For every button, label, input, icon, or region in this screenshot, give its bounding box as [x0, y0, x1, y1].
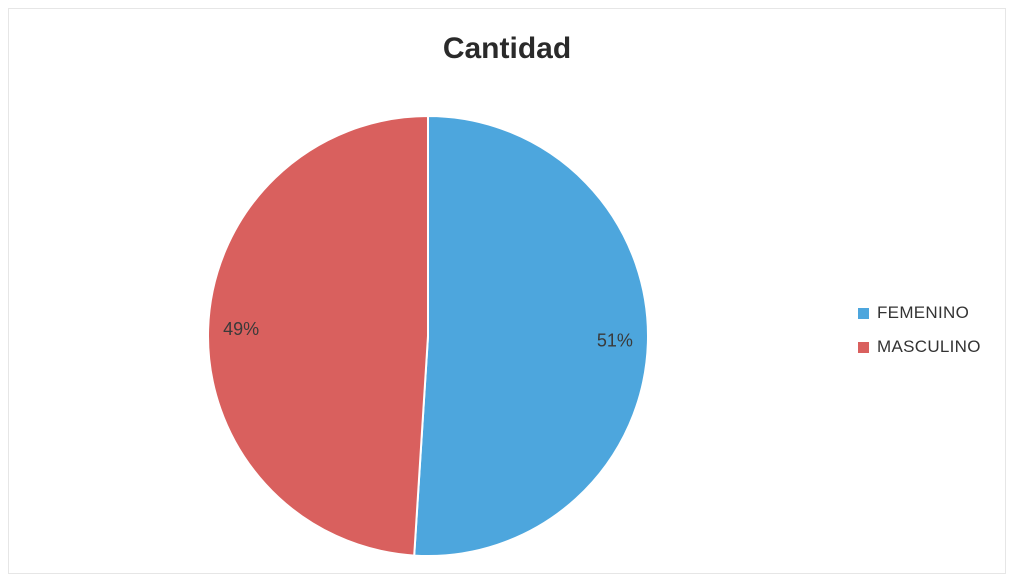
data-label-masculino: 49% [223, 319, 259, 339]
pie-slice-masculino [206, 114, 429, 557]
legend-item-masculino: MASCULINO [858, 330, 981, 364]
pie-slice-femenino [413, 114, 649, 557]
legend-swatch-masculino [858, 341, 869, 353]
legend-item-femenino: FEMENINO [858, 296, 981, 330]
legend-label-femenino: FEMENINO [877, 303, 970, 322]
chart-title: Cantidad [442, 32, 572, 65]
legend: FEMENINO MASCULINO [858, 296, 981, 364]
legend-swatch-femenino [858, 307, 869, 319]
data-label-femenino: 51% [597, 331, 633, 351]
legend-label-masculino: MASCULINO [877, 337, 981, 356]
